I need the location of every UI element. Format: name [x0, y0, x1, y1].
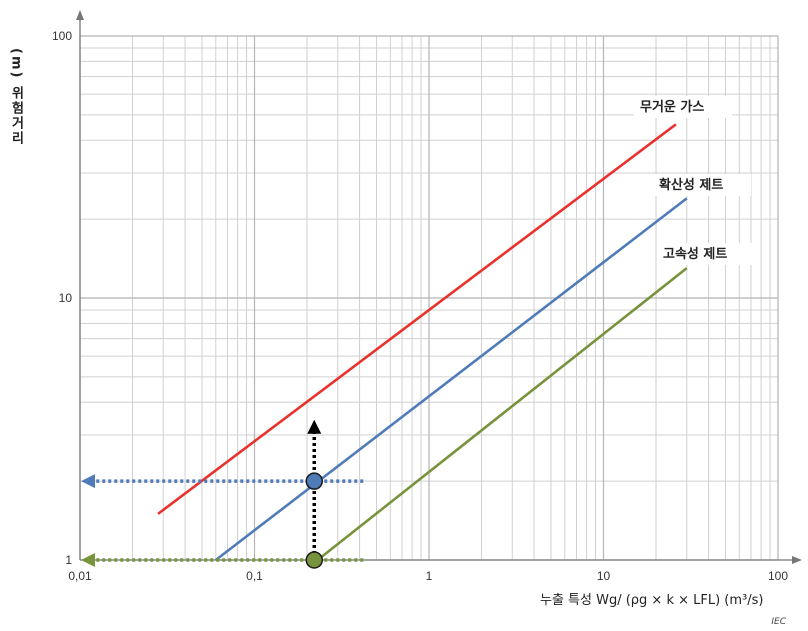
series-line — [157, 123, 677, 515]
grid — [79, 35, 779, 561]
y-tick-label: 1 — [65, 553, 72, 567]
series-lines — [157, 123, 688, 562]
x-tick-label: 0,01 — [68, 569, 92, 583]
series-label: 무거운 가스 — [640, 100, 704, 115]
series-label-bg — [657, 243, 755, 265]
y-axis-label: (m) 위험거리 — [9, 48, 24, 146]
series-label-bg — [634, 96, 732, 118]
y-axis-arrow — [76, 10, 84, 20]
x-axis-label: 누출 특성 Wg/ (ρg × k × LFL) (m³/s) — [540, 593, 763, 608]
marker-point-lower — [305, 551, 324, 569]
y-tick-label: 10 — [59, 291, 73, 305]
x-tick-label: 1 — [426, 569, 433, 583]
y-tick-label: 100 — [52, 29, 72, 43]
x-tick-label: 100 — [768, 569, 788, 583]
series-line — [316, 267, 688, 562]
series-line — [214, 197, 688, 562]
series-label-bg — [653, 174, 751, 196]
x-tick-label: 10 — [597, 569, 611, 583]
series-label: 고속성 제트 — [663, 247, 727, 262]
series-label: 확산성 제트 — [659, 177, 723, 193]
iec-mark: IEC — [771, 617, 786, 627]
marker-point-upper — [305, 472, 324, 490]
x-tick-label: 0,1 — [246, 569, 263, 583]
tick-labels: 0,01 0,1 1 10 100 1 10 100 — [52, 29, 788, 583]
annotations — [81, 419, 364, 569]
x-axis-arrow — [792, 556, 802, 564]
